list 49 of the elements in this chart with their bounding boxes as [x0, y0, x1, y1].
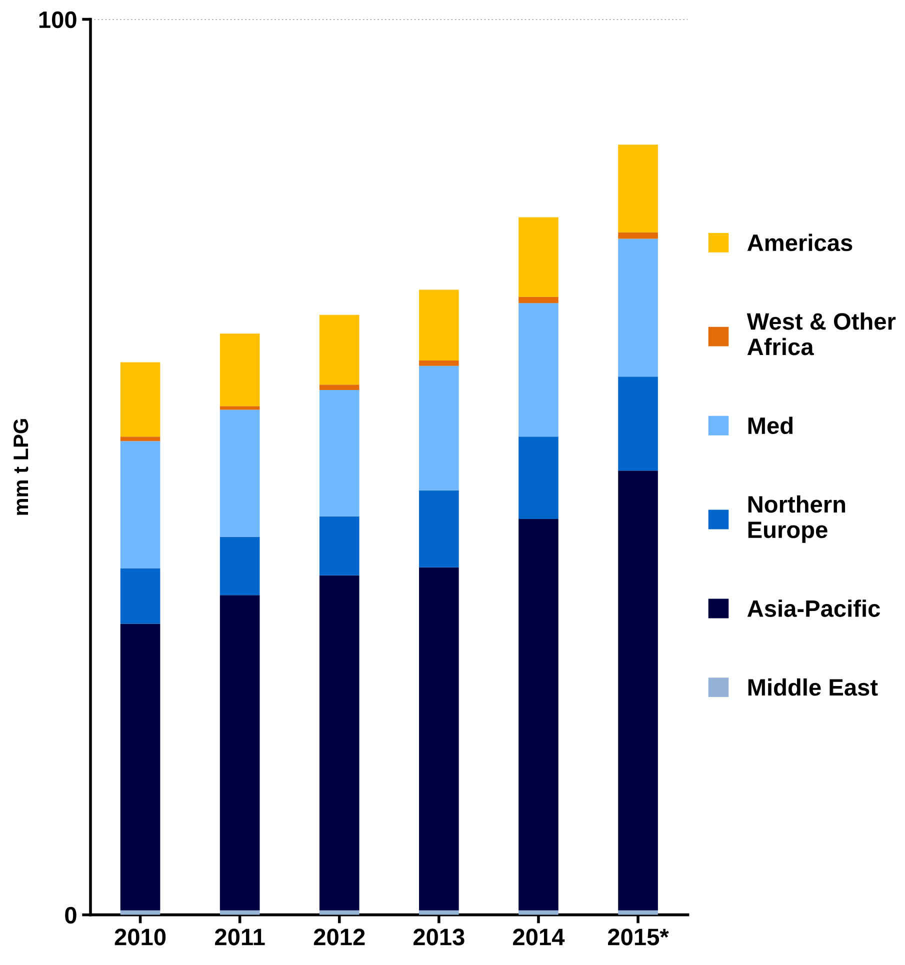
legend-label: West & Other Africa	[746, 312, 896, 356]
legend-label: Med	[748, 416, 792, 434]
bar	[120, 624, 160, 910]
bar	[419, 910, 459, 915]
bar	[518, 303, 558, 437]
y-tick-label: 0	[65, 906, 76, 924]
x-tick-label: 2013	[413, 928, 464, 946]
bar	[220, 334, 260, 406]
bar	[518, 296, 558, 304]
bar	[220, 406, 260, 410]
bar	[220, 410, 260, 537]
bar	[319, 314, 360, 385]
bar	[419, 290, 459, 360]
bar	[120, 568, 160, 624]
bar	[518, 910, 558, 915]
legend-label: Northern Europe	[748, 495, 846, 543]
bar	[518, 217, 558, 297]
bar	[419, 366, 459, 490]
bar	[120, 436, 160, 442]
legend-label: Asia-Pacific	[747, 600, 880, 617]
bar	[518, 436, 558, 519]
bar	[518, 519, 558, 910]
bar	[618, 238, 658, 377]
bar	[319, 575, 360, 910]
y-axis-title: mm t LPG	[13, 419, 28, 515]
bar	[618, 470, 658, 910]
bar	[120, 362, 160, 437]
bar	[419, 360, 459, 366]
x-tick-label: 2010	[114, 928, 166, 946]
x-tick-label: 2014	[513, 928, 565, 946]
x-tick-label: 2012	[314, 928, 365, 946]
legend-label: Middle East	[748, 678, 878, 696]
bar	[319, 384, 360, 390]
bar	[419, 490, 459, 568]
bar	[618, 144, 658, 232]
bar	[618, 910, 658, 915]
bar	[618, 376, 658, 471]
bar	[319, 910, 360, 915]
bar	[319, 390, 360, 516]
bar	[419, 567, 459, 910]
bar	[120, 441, 160, 568]
y-tick-label: 100	[39, 11, 76, 28]
x-tick-label: 2015*	[608, 928, 669, 946]
bar	[618, 232, 658, 239]
bar	[220, 595, 260, 910]
legend-label: Americas	[747, 234, 852, 252]
x-tick-label: 2011	[215, 928, 265, 946]
bar	[319, 516, 360, 576]
bar	[220, 536, 260, 596]
